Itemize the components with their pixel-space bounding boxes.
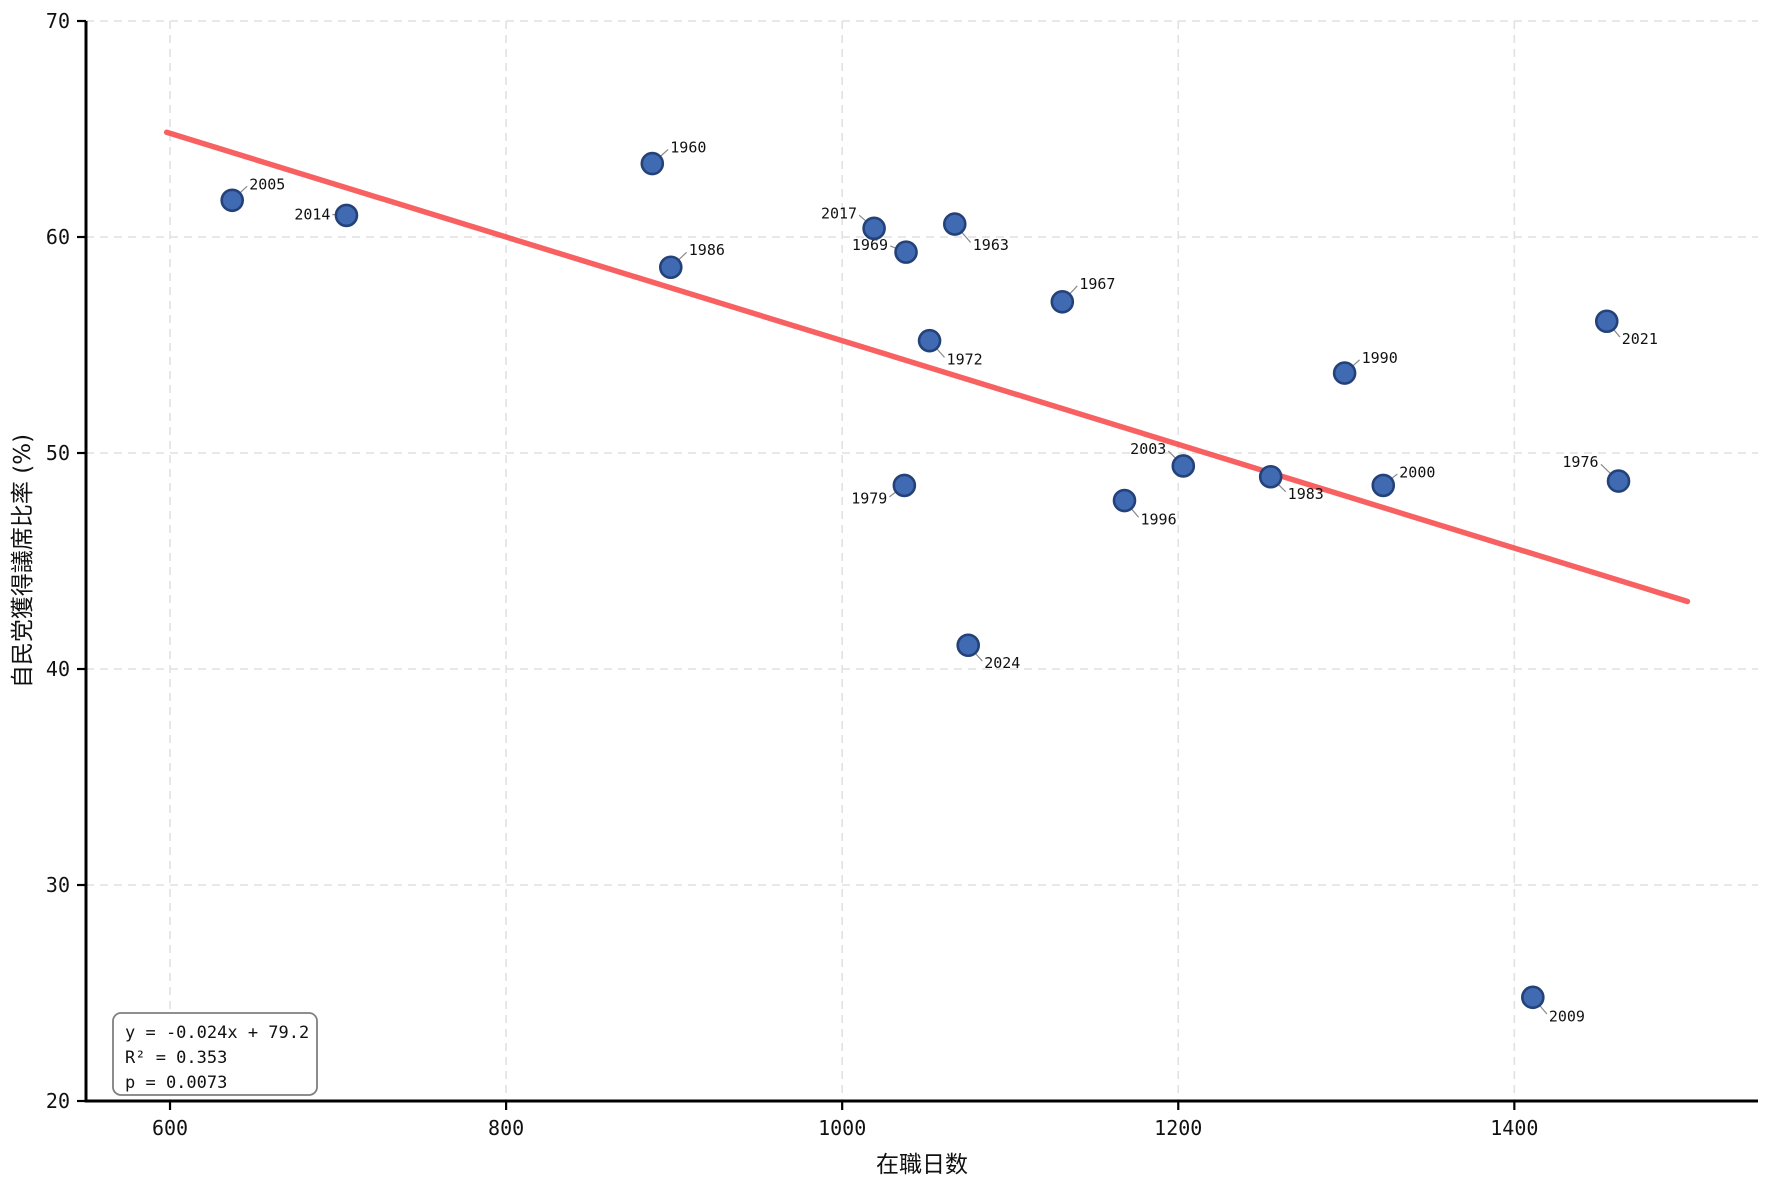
label-leader-line [1391,473,1398,479]
data-point-label: 2014 [294,205,330,223]
data-point-label: 2024 [984,654,1020,672]
x-tick-label: 800 [488,1116,524,1140]
data-point-2017 [862,216,886,241]
label-leader-line [1069,285,1078,295]
label-leader-line [239,185,248,194]
label-leader-line [1613,329,1621,338]
data-point-label: 1990 [1362,349,1398,367]
label-leader-line [1278,484,1287,493]
data-point-label: 1960 [670,139,706,157]
data-point-1990 [1332,361,1357,385]
data-point-label: 1976 [1562,453,1598,471]
x-tick-label: 1400 [1490,1116,1538,1140]
stats-annotation-line: y = -0.024x + 79.2 [125,1023,309,1043]
data-point-label: 1986 [689,241,725,259]
data-point-2024 [956,633,981,658]
label-leader-line [936,348,945,358]
data-point-label: 1979 [851,489,887,507]
label-leader-line [1352,359,1360,367]
data-point-label: 2003 [1130,440,1166,458]
data-point-label: 2000 [1399,463,1435,481]
y-tick-label: 50 [46,441,70,465]
y-tick-label: 70 [46,9,70,33]
stats-annotation-line: R² = 0.353 [125,1048,227,1068]
label-leader-line [889,491,896,498]
data-point-label: 2021 [1622,330,1658,348]
label-leader-line [961,232,972,243]
label-leader-line [1131,508,1140,518]
data-point-1976 [1606,469,1631,493]
data-point-2014 [334,203,359,228]
label-leader-line [889,245,897,249]
data-point-1983 [1258,464,1283,489]
stats-annotation-box [112,1012,318,1096]
y-tick-label: 40 [46,657,70,681]
y-axis-title: 自民党獲得議席比率 (%) [10,434,36,688]
data-point-1996 [1112,488,1137,513]
data-point-2000 [1371,473,1396,498]
data-point-label: 1996 [1140,511,1176,529]
x-axis-title: 在職日数 [876,1152,968,1178]
data-point-2005 [220,188,244,213]
x-tick-label: 1000 [818,1116,866,1140]
data-point-label: 1963 [973,236,1009,254]
label-leader-line [678,251,688,261]
trend-line [163,129,1691,605]
data-point-1960 [640,151,665,176]
data-point-label: 2017 [821,204,857,222]
data-point-1967 [1050,289,1075,314]
y-tick-label: 20 [46,1089,70,1113]
label-leader-line [858,214,867,222]
y-tick-label: 60 [46,225,70,249]
x-tick-label: 600 [152,1116,188,1140]
label-leader-line [1539,1005,1548,1015]
data-point-label: 1983 [1288,485,1324,503]
data-point-label: 1967 [1079,275,1115,293]
y-tick-label: 30 [46,873,70,897]
data-point-1963 [942,212,967,236]
data-point-2003 [1171,454,1196,478]
data-point-label: 1969 [852,236,888,254]
data-point-label: 2009 [1549,1007,1585,1025]
label-leader-line [1167,450,1176,459]
label-leader-line [660,149,669,157]
data-point-1972 [917,328,942,353]
x-tick-label: 1200 [1154,1116,1202,1140]
data-point-1986 [658,255,683,280]
data-point-1979 [892,473,917,498]
stats-annotation-line: p = 0.0073 [125,1073,227,1093]
label-leader-line [1600,463,1611,474]
data-point-1969 [894,240,918,264]
data-point-2009 [1521,985,1545,1010]
data-point-2021 [1594,309,1619,334]
data-point-label: 2005 [249,175,285,193]
data-point-label: 1972 [947,351,983,369]
label-leader-line [975,653,983,662]
